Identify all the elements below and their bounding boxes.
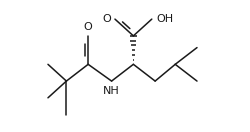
Text: O: O	[102, 14, 111, 24]
Text: NH: NH	[103, 86, 120, 96]
Text: O: O	[84, 22, 92, 32]
Text: OH: OH	[156, 14, 173, 24]
